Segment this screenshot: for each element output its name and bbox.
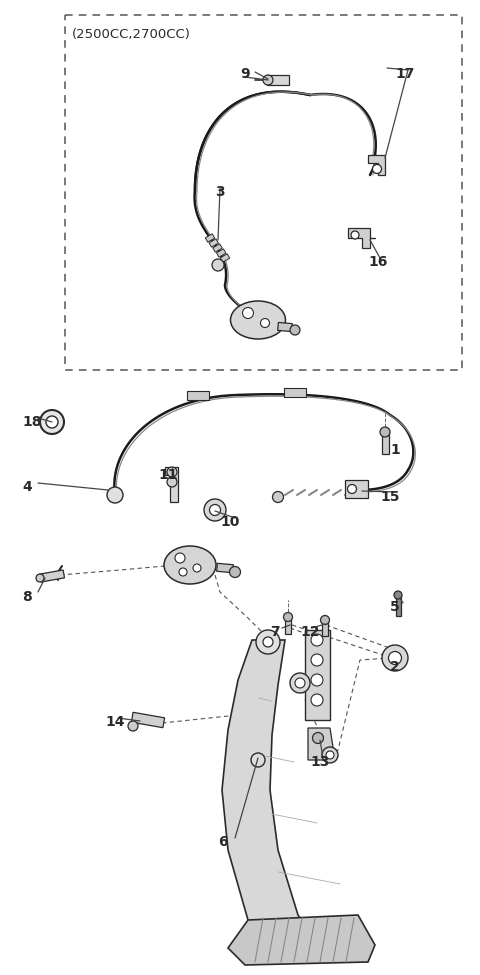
Bar xyxy=(132,713,165,727)
Circle shape xyxy=(394,591,402,599)
Text: 10: 10 xyxy=(220,515,240,529)
Circle shape xyxy=(388,651,401,665)
Circle shape xyxy=(128,721,138,731)
Polygon shape xyxy=(228,915,375,965)
Bar xyxy=(382,432,388,454)
Circle shape xyxy=(380,427,390,437)
Bar xyxy=(285,616,291,634)
Circle shape xyxy=(263,75,273,85)
Bar xyxy=(187,391,209,400)
Text: 7: 7 xyxy=(270,625,280,639)
Circle shape xyxy=(167,477,177,487)
Polygon shape xyxy=(222,640,370,955)
Text: 12: 12 xyxy=(300,625,320,639)
Circle shape xyxy=(311,634,323,646)
Text: (2500CC,2700CC): (2500CC,2700CC) xyxy=(72,28,191,41)
Circle shape xyxy=(290,325,300,335)
Circle shape xyxy=(46,416,58,428)
Bar xyxy=(284,387,306,397)
Circle shape xyxy=(311,674,323,686)
Text: 11: 11 xyxy=(158,468,178,482)
Circle shape xyxy=(321,615,329,625)
Text: 17: 17 xyxy=(395,67,414,81)
Circle shape xyxy=(209,504,220,516)
Circle shape xyxy=(372,165,382,174)
Circle shape xyxy=(179,568,187,576)
Polygon shape xyxy=(305,630,330,720)
Circle shape xyxy=(212,259,224,271)
Text: 18: 18 xyxy=(22,415,41,429)
Circle shape xyxy=(263,637,273,647)
Text: 13: 13 xyxy=(310,755,329,769)
Text: 1: 1 xyxy=(390,443,400,457)
Text: 8: 8 xyxy=(22,590,32,604)
Circle shape xyxy=(256,630,280,654)
Text: 15: 15 xyxy=(380,490,399,504)
Bar xyxy=(39,570,64,582)
Circle shape xyxy=(36,574,44,582)
Circle shape xyxy=(382,645,408,671)
Circle shape xyxy=(261,319,269,328)
Circle shape xyxy=(242,307,253,319)
Bar xyxy=(267,75,289,85)
Text: 2: 2 xyxy=(390,660,400,674)
Polygon shape xyxy=(345,480,368,498)
Bar xyxy=(216,564,233,572)
Bar xyxy=(213,244,222,253)
Bar xyxy=(322,620,328,636)
Circle shape xyxy=(351,231,359,239)
Circle shape xyxy=(204,499,226,521)
Circle shape xyxy=(251,753,265,767)
Circle shape xyxy=(295,678,305,688)
Circle shape xyxy=(311,694,323,706)
Bar xyxy=(216,249,226,257)
Text: 4: 4 xyxy=(22,480,32,494)
Ellipse shape xyxy=(230,301,286,339)
Bar xyxy=(209,239,218,248)
Circle shape xyxy=(290,673,310,693)
Ellipse shape xyxy=(164,546,216,584)
Circle shape xyxy=(311,654,323,666)
Circle shape xyxy=(348,485,357,493)
Text: 3: 3 xyxy=(215,185,225,199)
Bar xyxy=(220,254,230,262)
Bar xyxy=(396,594,400,616)
Circle shape xyxy=(40,410,64,434)
Circle shape xyxy=(107,487,123,503)
Circle shape xyxy=(175,553,185,563)
Circle shape xyxy=(167,467,177,477)
Circle shape xyxy=(193,564,201,572)
Polygon shape xyxy=(368,155,385,175)
Text: 6: 6 xyxy=(218,835,228,849)
Circle shape xyxy=(284,612,292,621)
Circle shape xyxy=(326,751,334,759)
Circle shape xyxy=(322,747,338,763)
Polygon shape xyxy=(165,467,178,502)
Text: 5: 5 xyxy=(390,600,400,614)
Polygon shape xyxy=(348,228,370,248)
Polygon shape xyxy=(308,728,335,760)
Text: 9: 9 xyxy=(240,67,250,81)
Circle shape xyxy=(273,491,284,502)
Text: 14: 14 xyxy=(105,715,124,729)
Bar xyxy=(205,234,215,242)
Bar xyxy=(277,323,292,332)
Circle shape xyxy=(312,732,324,744)
Text: 16: 16 xyxy=(368,255,387,269)
Circle shape xyxy=(229,566,240,577)
